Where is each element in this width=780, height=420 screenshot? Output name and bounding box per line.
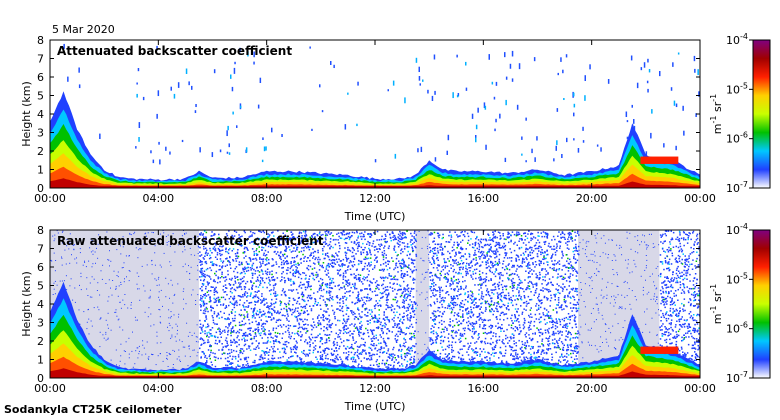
panel-title: Attenuated backscatter coefficient bbox=[57, 44, 292, 58]
y-tick-label: 7 bbox=[37, 243, 44, 256]
x-tick-label: 20:00 bbox=[576, 382, 608, 395]
x-tick-label: 16:00 bbox=[467, 382, 499, 395]
colorbar bbox=[752, 39, 771, 189]
y-axis-label: Height (km) bbox=[20, 81, 33, 147]
colorbar-unit-label: m-1 sr-1 bbox=[709, 284, 724, 324]
colorbar-tick-label: 10-6 bbox=[726, 321, 748, 336]
y-tick-label: 4 bbox=[37, 298, 44, 311]
colorbar bbox=[752, 229, 771, 379]
colorbar-tick-label: 10-4 bbox=[726, 222, 748, 237]
colorbar-unit-label: m-1 sr-1 bbox=[709, 94, 724, 134]
x-tick-label: 08:00 bbox=[251, 382, 283, 395]
y-tick-label: 2 bbox=[37, 335, 44, 348]
colorbar-tick-label: 10-7 bbox=[726, 370, 748, 385]
plot-background bbox=[50, 40, 700, 188]
plot-area bbox=[50, 230, 700, 378]
colorbar-tick-label: 10-6 bbox=[726, 131, 748, 146]
scatter-returns bbox=[63, 43, 700, 165]
x-tick-label: 08:00 bbox=[251, 192, 283, 205]
y-tick-label: 0 bbox=[37, 182, 44, 195]
x-tick-label: 12:00 bbox=[359, 192, 391, 205]
colorbar-tick-label: 10-5 bbox=[726, 81, 748, 96]
colorbar-tick-label: 10-4 bbox=[726, 32, 748, 47]
x-tick-label: 20:00 bbox=[576, 192, 608, 205]
elevated-layer bbox=[640, 346, 679, 354]
x-tick-label: 16:00 bbox=[467, 192, 499, 205]
x-tick-label: 00:00 bbox=[34, 382, 66, 395]
y-tick-label: 4 bbox=[37, 108, 44, 121]
y-tick-label: 0 bbox=[37, 372, 44, 385]
footer-label: Sodankyla CT25K ceilometer bbox=[4, 403, 182, 416]
y-tick-label: 3 bbox=[37, 127, 44, 140]
y-tick-label: 7 bbox=[37, 53, 44, 66]
x-tick-label: 12:00 bbox=[359, 382, 391, 395]
x-axis-label: Time (UTC) bbox=[344, 210, 406, 223]
colorbar-tick-label: 10-5 bbox=[726, 271, 748, 286]
y-tick-label: 8 bbox=[37, 224, 44, 237]
y-tick-label: 5 bbox=[37, 90, 44, 103]
y-tick-label: 2 bbox=[37, 145, 44, 158]
y-tick-label: 6 bbox=[37, 261, 44, 274]
plot-area bbox=[50, 40, 700, 188]
date-label: 5 Mar 2020 bbox=[52, 23, 115, 36]
noise-background-1 bbox=[415, 230, 430, 378]
chart-panel-1: Attenuated backscatter coefficient 0 1 2 3 4 5… bbox=[20, 32, 771, 223]
x-tick-label: 04:00 bbox=[142, 382, 174, 395]
elevated-layer bbox=[640, 156, 679, 164]
y-tick-label: 1 bbox=[37, 164, 44, 177]
y-tick-label: 1 bbox=[37, 354, 44, 367]
y-axis-label: Height (km) bbox=[20, 271, 33, 337]
x-tick-label: 00:00 bbox=[34, 192, 66, 205]
chart-panel-2: Raw attenuated backscatter coefficient 0 1… bbox=[20, 222, 771, 413]
y-tick-label: 8 bbox=[37, 34, 44, 47]
panel-title: Raw attenuated backscatter coefficient bbox=[57, 234, 324, 248]
boundary-layer bbox=[50, 281, 700, 378]
y-tick-label: 6 bbox=[37, 71, 44, 84]
y-tick-label: 3 bbox=[37, 317, 44, 330]
colorbar-tick-label: 10-7 bbox=[726, 180, 748, 195]
x-tick-label: 04:00 bbox=[142, 192, 174, 205]
x-tick-label: 00:00 bbox=[684, 382, 716, 395]
x-tick-label: 00:00 bbox=[684, 192, 716, 205]
x-axis-label: Time (UTC) bbox=[344, 400, 406, 413]
y-tick-label: 5 bbox=[37, 280, 44, 293]
